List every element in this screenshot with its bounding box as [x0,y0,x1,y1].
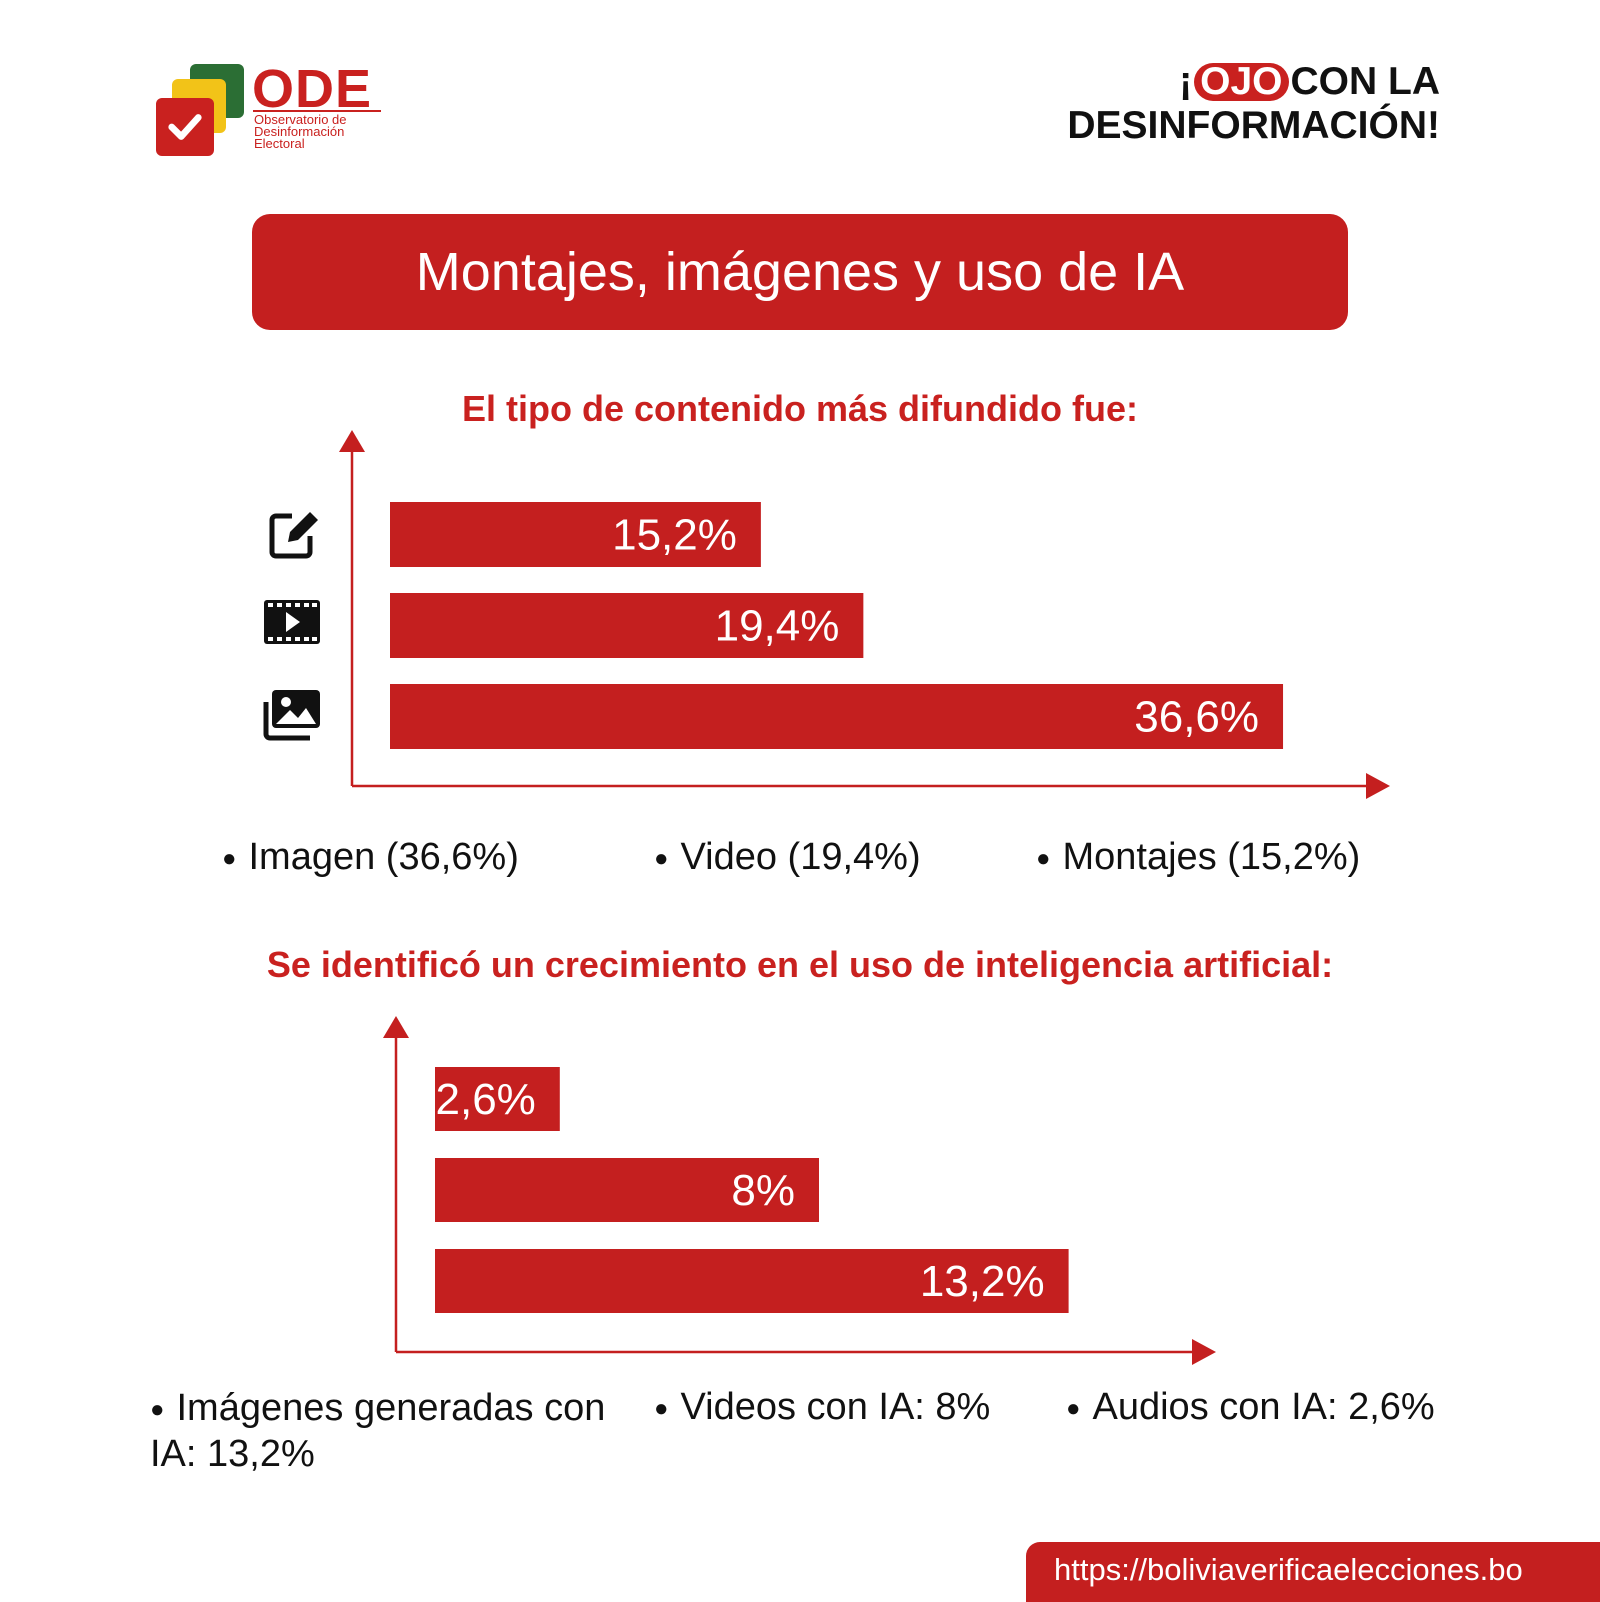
bar-value-label: 2,6% [436,1075,536,1124]
logo-subtitle: Observatorio de Desinformación Electoral [254,112,394,151]
chart1-legend-item: ● Video (19,4%) [654,836,921,878]
bar-value-label: 13,2% [920,1257,1045,1306]
y-axis-arrow [383,1016,409,1038]
legend-text: Imagen (36,6%) [248,836,519,878]
chart2-legend-item: ● Videos con IA: 8% [654,1386,991,1428]
logo-red-square [156,98,214,156]
chart1-legend-item: ● Montajes (15,2%) [1036,836,1361,878]
logo-rule [253,110,381,112]
logo-subtitle-line: Observatorio de [254,112,347,127]
legend-text: Montajes (15,2%) [1062,836,1361,878]
video-icon [264,600,320,644]
ode-logo: ODE Observatorio de Desinformación Elect… [156,59,386,160]
logo-name: ODE [252,59,373,119]
chart2-title: Se identificó un crecimiento en el uso d… [266,944,1334,985]
image-icon [263,690,320,741]
chart2-legend-item: ● Audios con IA: 2,6% [1066,1386,1435,1428]
bar [435,1249,1069,1313]
legend-text: Imágenes generadas con IA: 13,2% [150,1387,606,1475]
page-title: Montajes, imágenes y uso de IA [252,214,1348,330]
legend-text: Audios con IA: 2,6% [1092,1386,1435,1428]
edit-icon [269,512,318,559]
checkmark-icon [168,114,202,140]
logo-subtitle-line: Electoral [254,136,305,151]
chart2-legend-item: ● Imágenes generadas con IA: 13,2% [150,1387,606,1475]
bar-value-label: 36,6% [1134,693,1259,742]
website-link[interactable]: https://boliviaverificaelecciones.bo [1026,1542,1600,1602]
bar-value-label: 15,2% [612,511,737,560]
bar [390,593,864,658]
slogan-rest: CON LA [1290,60,1441,103]
chart1-title: El tipo de contenido más difundido fue: [462,388,1138,429]
bar-value-label: 19,4% [715,602,840,651]
slogan-highlight: OJO [1194,62,1289,101]
bar [435,1067,560,1131]
bar-value-label: 8% [731,1166,795,1215]
slogan-line2: DESINFORMACIÓN! [1067,104,1440,147]
bar [390,502,761,567]
chart1-legend-item: ● Imagen (36,6%) [222,836,519,878]
slogan-prefix: ¡ [1179,60,1193,103]
logo-subtitle-line: Desinformación [254,124,345,139]
legend-text: Videos con IA: 8% [680,1386,991,1428]
y-axis-arrow [339,430,365,452]
campaign-slogan: ¡ OJO CON LA DESINFORMACIÓN! [1067,60,1440,148]
x-axis-arrow [1366,773,1390,799]
bar [390,684,1284,749]
x-axis-arrow [1192,1339,1216,1365]
bar [435,1158,819,1222]
legend-text: Video (19,4%) [680,836,921,878]
